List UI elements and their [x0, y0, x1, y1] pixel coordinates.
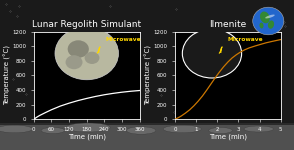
Circle shape [55, 27, 118, 80]
Ellipse shape [209, 128, 232, 134]
Ellipse shape [260, 22, 263, 28]
Ellipse shape [126, 127, 156, 134]
Y-axis label: Temperature (°C): Temperature (°C) [145, 45, 152, 105]
Ellipse shape [163, 125, 201, 133]
Text: Microwave: Microwave [228, 37, 263, 42]
Ellipse shape [268, 20, 274, 29]
Ellipse shape [41, 128, 65, 134]
Circle shape [68, 40, 89, 58]
Circle shape [182, 29, 242, 78]
Y-axis label: Temperature (°C): Temperature (°C) [4, 45, 11, 105]
Circle shape [253, 7, 284, 35]
Ellipse shape [244, 126, 273, 132]
Bar [0, 0, 294, 123]
Circle shape [66, 55, 83, 69]
Title: Lunar Regolith Simulant: Lunar Regolith Simulant [32, 20, 141, 29]
Bar [0, 124, 294, 150]
X-axis label: Time (min): Time (min) [68, 133, 106, 140]
Ellipse shape [0, 125, 32, 133]
Title: Ilmenite: Ilmenite [209, 20, 246, 29]
Ellipse shape [265, 15, 275, 18]
Circle shape [85, 52, 99, 64]
Ellipse shape [66, 123, 110, 132]
X-axis label: Time (min): Time (min) [209, 133, 247, 140]
Text: Microwave: Microwave [106, 37, 141, 42]
Ellipse shape [260, 12, 270, 23]
